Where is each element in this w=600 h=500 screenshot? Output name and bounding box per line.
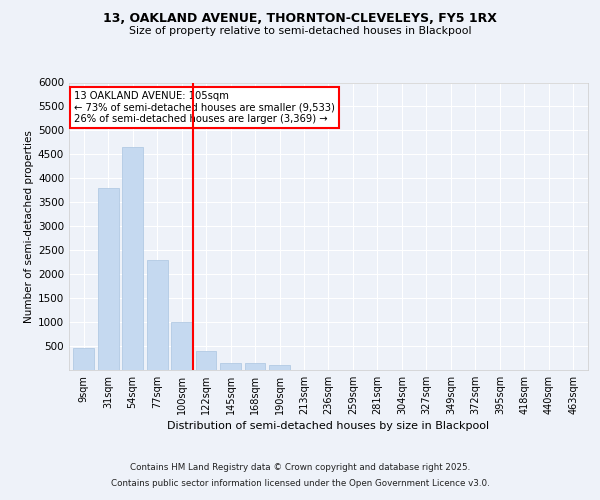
Bar (220, 363, 241, 370)
Text: 13 OAKLAND AVENUE: 105sqm
← 73% of semi-detached houses are smaller (9,533)
26% : 13 OAKLAND AVENUE: 105sqm ← 73% of semi-… (74, 91, 335, 124)
Text: Contains HM Land Registry data © Crown copyright and database right 2025.: Contains HM Land Registry data © Crown c… (130, 464, 470, 472)
Text: Size of property relative to semi-detached houses in Blackpool: Size of property relative to semi-detach… (129, 26, 471, 36)
Bar (147, 260, 167, 370)
Bar (73, 348, 94, 370)
Bar (196, 351, 217, 370)
Text: Contains public sector information licensed under the Open Government Licence v3: Contains public sector information licen… (110, 478, 490, 488)
Text: 13, OAKLAND AVENUE, THORNTON-CLEVELEYS, FY5 1RX: 13, OAKLAND AVENUE, THORNTON-CLEVELEYS, … (103, 12, 497, 26)
X-axis label: Distribution of semi-detached houses by size in Blackpool: Distribution of semi-detached houses by … (167, 421, 490, 431)
Bar (171, 322, 192, 370)
Bar (269, 365, 290, 370)
Bar (245, 363, 265, 370)
Bar (98, 188, 119, 370)
Bar (122, 147, 143, 370)
Y-axis label: Number of semi-detached properties: Number of semi-detached properties (24, 130, 34, 322)
